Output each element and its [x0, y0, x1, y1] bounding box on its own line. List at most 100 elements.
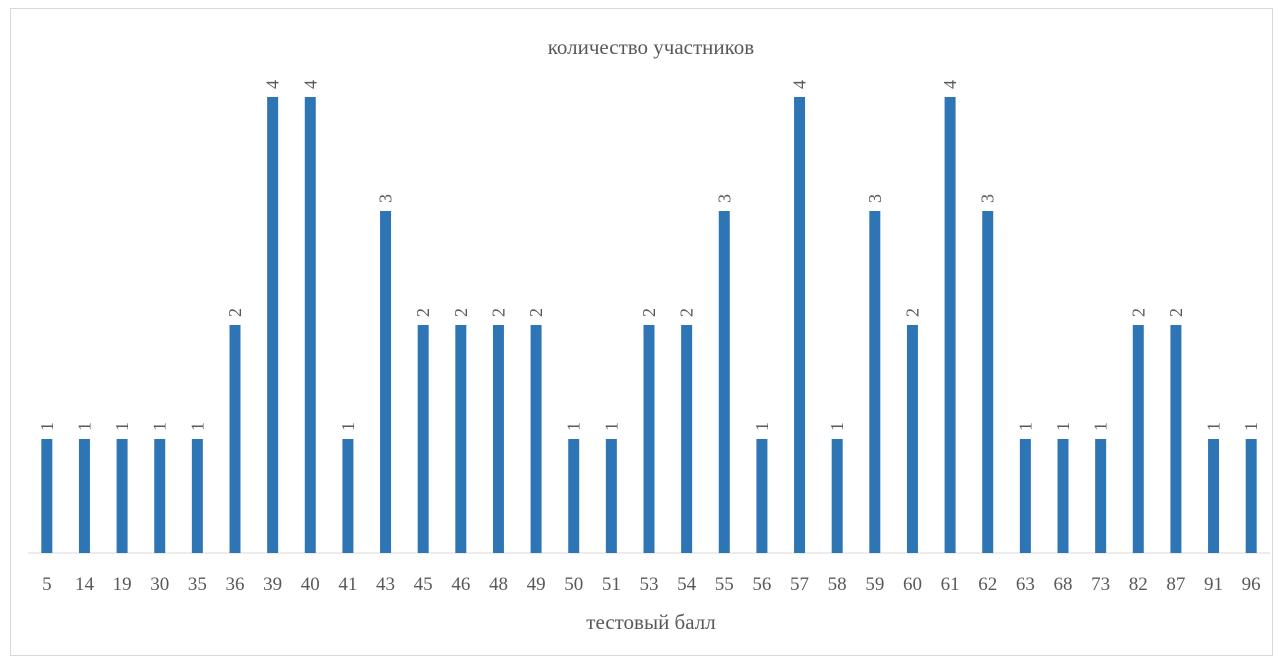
x-tick-label-36: 36: [226, 574, 245, 595]
bar-61: [944, 97, 956, 553]
data-label-43: 3: [376, 194, 396, 203]
data-label-39: 4: [263, 80, 283, 89]
x-tick-label-60: 60: [903, 574, 922, 595]
x-tick-label-45: 45: [414, 574, 433, 595]
x-tick-label-43: 43: [376, 574, 395, 595]
bar-5: [41, 439, 53, 553]
data-label-58: 1: [827, 422, 847, 431]
x-tick-label-62: 62: [978, 574, 997, 595]
data-label-61: 4: [940, 80, 960, 89]
bar-19: [116, 439, 128, 553]
data-label-62: 3: [978, 194, 998, 203]
x-tick-label-19: 19: [113, 574, 132, 595]
bar-96: [1245, 439, 1257, 553]
x-tick-label-53: 53: [640, 574, 659, 595]
data-label-53: 2: [639, 308, 659, 317]
x-tick-label-35: 35: [188, 574, 207, 595]
data-label-56: 1: [752, 422, 772, 431]
x-tick-label-56: 56: [752, 574, 771, 595]
data-label-5: 1: [37, 422, 57, 431]
bar-60: [906, 325, 918, 553]
x-tick-label-87: 87: [1166, 574, 1185, 595]
x-tick-label-55: 55: [715, 574, 734, 595]
bar-36: [229, 325, 241, 553]
x-tick-label-51: 51: [602, 574, 621, 595]
data-label-36: 2: [225, 308, 245, 317]
x-tick-label-91: 91: [1204, 574, 1223, 595]
x-tick-label-41: 41: [338, 574, 357, 595]
bar-58: [831, 439, 843, 553]
bar-45: [417, 325, 429, 553]
bar-43: [380, 211, 392, 553]
data-label-91: 1: [1204, 422, 1224, 431]
bar-49: [530, 325, 542, 553]
bar-82: [1132, 325, 1144, 553]
x-tick-label-58: 58: [828, 574, 847, 595]
data-label-46: 2: [451, 308, 471, 317]
data-label-87: 2: [1166, 308, 1186, 317]
x-tick-label-14: 14: [75, 574, 95, 595]
data-label-19: 1: [112, 422, 132, 431]
data-labels-group: 1 1 1 1 1 2 4 4 1 3 2 2 2 2 1 1 2 2 3 1 4 1 3 2 4 3 1 1 1 2 2 1 1: [37, 80, 1261, 431]
bar-46: [455, 325, 467, 553]
bar-59: [869, 211, 881, 553]
data-label-54: 2: [677, 308, 697, 317]
bar-40: [304, 97, 316, 553]
x-tick-label-54: 54: [677, 574, 697, 595]
bar-63: [1019, 439, 1031, 553]
bar-91: [1208, 439, 1220, 553]
bar-51: [605, 439, 617, 553]
data-label-59: 3: [865, 194, 885, 203]
bar-73: [1095, 439, 1107, 553]
x-tick-label-61: 61: [941, 574, 960, 595]
data-label-51: 1: [601, 422, 621, 431]
data-label-48: 2: [488, 308, 508, 317]
data-label-35: 1: [187, 422, 207, 431]
bar-57: [794, 97, 806, 553]
data-label-73: 1: [1091, 422, 1111, 431]
x-tick-label-49: 49: [527, 574, 546, 595]
x-tick-label-57: 57: [790, 574, 809, 595]
bar-54: [681, 325, 693, 553]
data-label-30: 1: [150, 422, 170, 431]
bar-62: [982, 211, 994, 553]
x-tick-label-5: 5: [42, 574, 52, 595]
data-label-55: 3: [714, 194, 734, 203]
x-tick-label-39: 39: [263, 574, 282, 595]
x-tick-label-63: 63: [1016, 574, 1035, 595]
bar-87: [1170, 325, 1182, 553]
bar-56: [756, 439, 768, 553]
bar-68: [1057, 439, 1069, 553]
bar-53: [643, 325, 655, 553]
x-tick-label-50: 50: [564, 574, 583, 595]
x-tick-label-48: 48: [489, 574, 508, 595]
data-label-50: 1: [564, 422, 584, 431]
data-label-14: 1: [74, 422, 94, 431]
bar-48: [492, 325, 504, 553]
bar-35: [191, 439, 203, 553]
data-label-68: 1: [1053, 422, 1073, 431]
x-tick-label-30: 30: [150, 574, 169, 595]
data-label-45: 2: [413, 308, 433, 317]
x-tick-label-96: 96: [1242, 574, 1261, 595]
data-label-96: 1: [1241, 422, 1261, 431]
bar-55: [718, 211, 730, 553]
data-label-60: 2: [902, 308, 922, 317]
x-tick-label-82: 82: [1129, 574, 1148, 595]
chart-title: количество участников: [548, 35, 754, 59]
data-label-40: 4: [300, 80, 320, 89]
bars-group: [41, 97, 1257, 553]
x-tick-labels-group: 5 14 19 30 35 36 39 40 41 43 45 46 48 49 50 51 53 54 55 56 5…: [42, 574, 1261, 595]
bar-30: [154, 439, 166, 553]
x-tick-label-40: 40: [301, 574, 320, 595]
data-label-41: 1: [338, 422, 358, 431]
x-tick-label-59: 59: [865, 574, 884, 595]
x-axis-title: тестовый балл: [586, 610, 715, 634]
x-tick-label-73: 73: [1091, 574, 1110, 595]
bar-14: [78, 439, 90, 553]
bar-41: [342, 439, 354, 553]
data-label-49: 2: [526, 308, 546, 317]
data-label-82: 2: [1128, 308, 1148, 317]
bar-50: [568, 439, 580, 553]
